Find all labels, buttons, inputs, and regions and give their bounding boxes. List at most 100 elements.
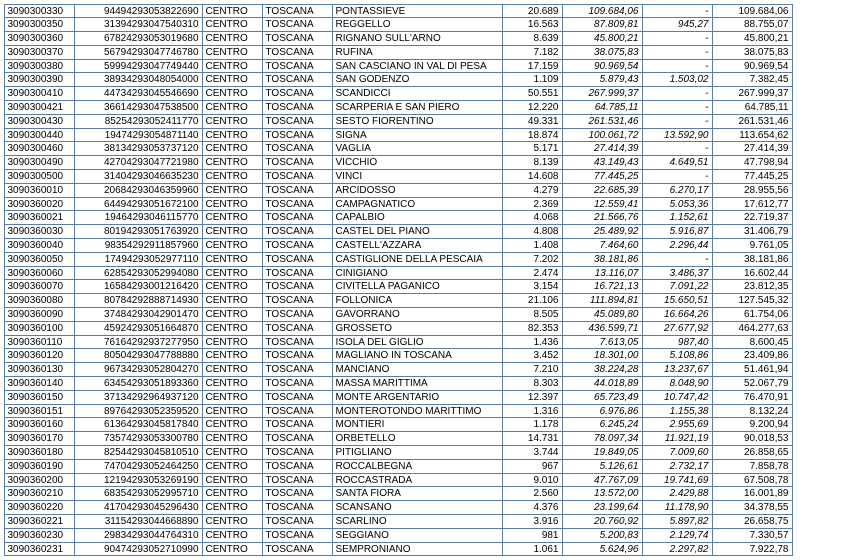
table-cell: 37484293042901470 [74, 307, 203, 322]
table-cell: 13.237,67 [642, 362, 713, 377]
table-cell: 267.999,37 [712, 86, 793, 101]
table-cell: 85254293052411770 [74, 114, 203, 129]
table-cell: 22.685,39 [562, 183, 643, 198]
table-cell: 22.719,37 [712, 210, 793, 225]
table-cell: 23.812,35 [712, 279, 793, 294]
table-cell: TOSCANA [262, 100, 333, 115]
table-cell: 9.761,05 [712, 238, 793, 253]
table-cell: ROCCALBEGNA [332, 459, 503, 474]
table-cell: CENTRO [202, 141, 263, 156]
table-cell: 8.139 [502, 155, 563, 170]
table-cell: 14.731 [502, 431, 563, 446]
table-cell: CENTRO [202, 514, 263, 529]
table-cell: 1.152,61 [642, 210, 713, 225]
table-cell: 3090300410 [4, 86, 75, 101]
table-cell: 73574293053300780 [74, 431, 203, 446]
table-cell: 16.001,89 [712, 486, 793, 501]
table-cell: 3090300500 [4, 169, 75, 184]
table-cell: CENTRO [202, 128, 263, 143]
table-cell: 7.210 [502, 362, 563, 377]
table-cell: 3090360090 [4, 307, 75, 322]
table-cell: 5.624,96 [562, 542, 643, 557]
table-cell: 1.155,38 [642, 404, 713, 419]
table-cell: 18.301,00 [562, 348, 643, 363]
table-cell: 3090360120 [4, 348, 75, 363]
table-cell: - [642, 31, 713, 46]
table-cell: 82544293045810510 [74, 445, 203, 460]
table-cell: 29834293044764310 [74, 528, 203, 543]
table-cell: 59994293047749440 [74, 59, 203, 74]
table-cell: 16.602,44 [712, 266, 793, 281]
table-cell: 12.397 [502, 390, 563, 405]
table-cell: SAN CASCIANO IN VAL DI PESA [332, 59, 503, 74]
table-cell: GAVORRANO [332, 307, 503, 322]
table-cell: 1.178 [502, 417, 563, 432]
table-cell: 16.563 [502, 17, 563, 32]
table-cell: 77.445,25 [712, 169, 793, 184]
table-cell: 45.800,21 [712, 31, 793, 46]
table-cell: 2.474 [502, 266, 563, 281]
table-cell: 67824293053019680 [74, 31, 203, 46]
table-cell: SCANSANO [332, 500, 503, 515]
table-cell: 19464293046115770 [74, 210, 203, 225]
table-cell: CENTRO [202, 473, 263, 488]
table-cell: CENTRO [202, 335, 263, 350]
table-cell: 3090360160 [4, 417, 75, 432]
table-cell: TOSCANA [262, 238, 333, 253]
table-cell: - [642, 169, 713, 184]
table-cell: CENTRO [202, 500, 263, 515]
table-cell: RUFINA [332, 45, 503, 60]
table-cell: 34.378,55 [712, 500, 793, 515]
table-cell: - [642, 100, 713, 115]
table-cell: TOSCANA [262, 514, 333, 529]
table-cell: 7.858,78 [712, 459, 793, 474]
table-cell: 7.091,22 [642, 279, 713, 294]
table-cell: 15.650,51 [642, 293, 713, 308]
table-cell: SANTA FIORA [332, 486, 503, 501]
table-cell: 80784292888714930 [74, 293, 203, 308]
table-cell: SCARPERIA E SAN PIERO [332, 100, 503, 115]
table-cell: 80504293047788880 [74, 348, 203, 363]
table-cell: 38934293048054000 [74, 72, 203, 87]
table-cell: 2.732,17 [642, 459, 713, 474]
table-cell: CINIGIANO [332, 266, 503, 281]
table-cell: 5.879,43 [562, 72, 643, 87]
table-cell: 100.061,72 [562, 128, 643, 143]
table-cell: 38.181,86 [712, 252, 793, 267]
table-cell: 3090360021 [4, 210, 75, 225]
table-cell: 3090300350 [4, 17, 75, 32]
table-cell: 4.649,51 [642, 155, 713, 170]
table-cell: 16.721,13 [562, 279, 643, 294]
table-cell: TOSCANA [262, 486, 333, 501]
table-cell: TOSCANA [262, 266, 333, 281]
table-cell: 31394293047540310 [74, 17, 203, 32]
table-cell: 10.747,42 [642, 390, 713, 405]
table-cell: 82.353 [502, 321, 563, 336]
table-cell: 43.149,43 [562, 155, 643, 170]
table-cell: CENTRO [202, 45, 263, 60]
table-cell: 88.755,07 [712, 17, 793, 32]
table-cell: 12.559,41 [562, 197, 643, 212]
table-cell: TOSCANA [262, 404, 333, 419]
table-cell: 21.566,76 [562, 210, 643, 225]
table-cell: 6.976,86 [562, 404, 643, 419]
table-cell: 3090360010 [4, 183, 75, 198]
table-cell: TOSCANA [262, 4, 333, 19]
table-cell: 17.612,77 [712, 197, 793, 212]
table-cell: 56794293047746780 [74, 45, 203, 60]
table-cell: CENTRO [202, 169, 263, 184]
table-cell: SEMPRONIANO [332, 542, 503, 557]
table-cell: TOSCANA [262, 390, 333, 405]
table-cell: 3090360230 [4, 528, 75, 543]
table-cell: 3.154 [502, 279, 563, 294]
table-cell: 109.684,06 [562, 4, 643, 19]
table-cell: 967 [502, 459, 563, 474]
table-cell: 19.849,05 [562, 445, 643, 460]
table-cell: CENTRO [202, 183, 263, 198]
table-cell: CENTRO [202, 417, 263, 432]
table-cell: 20.760,92 [562, 514, 643, 529]
table-cell: 9.010 [502, 473, 563, 488]
table-cell: 64.785,11 [562, 100, 643, 115]
table-cell: 3090300360 [4, 31, 75, 46]
table-cell: 3090300330 [4, 4, 75, 19]
